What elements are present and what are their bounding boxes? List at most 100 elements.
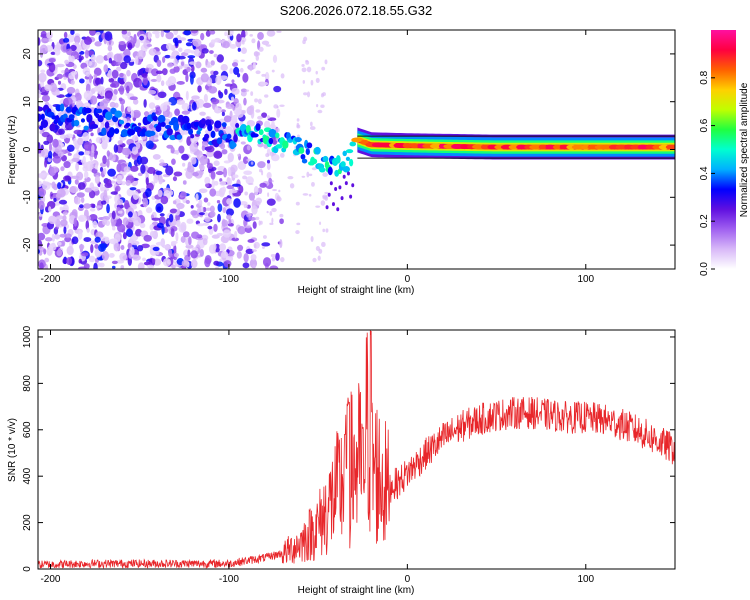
spectrogram-cell xyxy=(180,61,185,66)
spectrogram-cell xyxy=(73,119,80,127)
spectrogram-cell xyxy=(107,168,117,177)
spectrogram-cell xyxy=(226,133,232,140)
spectrogram-cell xyxy=(63,175,72,182)
spectrogram-cell xyxy=(219,178,223,183)
spectrogram-cell xyxy=(237,161,247,170)
spectrogram-cell xyxy=(90,244,94,254)
spectrogram-cell xyxy=(79,204,84,209)
spectrogram-cell xyxy=(181,110,190,115)
spectrogram-cell xyxy=(176,134,183,140)
spectrogram-cell xyxy=(181,259,189,267)
spectrogram-cell xyxy=(240,141,246,145)
spectrogram-cell xyxy=(207,225,213,230)
spectrogram-cell xyxy=(86,227,90,233)
spectrogram-cell xyxy=(104,31,113,41)
spectrogram-cell xyxy=(224,126,233,136)
spectrogram-cell xyxy=(255,216,260,221)
spectrogram-cell xyxy=(114,110,123,118)
spectrogram-cell xyxy=(54,234,61,240)
spectrogram-cell xyxy=(269,265,279,269)
spectrogram-cell xyxy=(121,181,126,186)
spectrogram-cell xyxy=(182,180,187,185)
spectrogram-cell xyxy=(88,73,93,84)
spectrogram-cell xyxy=(38,89,42,99)
spectrogram-cell xyxy=(351,183,355,188)
spectrogram-cell xyxy=(137,262,145,269)
spectrogram-cell xyxy=(66,48,73,56)
spectrogram-cell xyxy=(55,91,61,96)
spectrogram-cell xyxy=(315,77,320,83)
spectrogram-cell xyxy=(552,144,562,150)
spectrogram-cell xyxy=(351,137,364,143)
spectrogram-cell xyxy=(190,30,198,34)
spectrogram-cell xyxy=(205,207,212,211)
spectrogram-cell xyxy=(212,243,217,251)
spectrogram-cell xyxy=(181,102,190,111)
spectrogram-cell xyxy=(273,85,282,93)
spectrogram-cell xyxy=(162,244,171,249)
spectrogram-cell xyxy=(220,109,226,113)
spectrogram-cell xyxy=(93,262,98,269)
spectrogram-cell xyxy=(102,218,107,226)
spectrogram-cell xyxy=(217,213,221,223)
spectrogram-cell xyxy=(112,175,117,180)
spectrogram-cell xyxy=(308,193,312,197)
spectrogram-cell xyxy=(294,136,302,143)
spectrogram-cell xyxy=(145,67,150,73)
spectrogram-cell xyxy=(255,70,261,75)
spectrogram-cell xyxy=(151,258,156,264)
spectrogram-cell xyxy=(203,102,212,108)
spectrogram-cell xyxy=(199,248,204,257)
spectrogram-cell xyxy=(232,183,241,187)
spectrogram-cell xyxy=(276,196,282,202)
spectrogram-cell xyxy=(71,157,80,163)
spectrogram-cell xyxy=(48,206,52,213)
spectrogram-cell xyxy=(246,158,252,162)
spectrogram-cell xyxy=(113,88,118,96)
spectrogram-cell xyxy=(345,156,351,161)
spectrogram-cell xyxy=(246,212,252,218)
spectrogram-cell xyxy=(276,30,282,33)
spectrogram-cell xyxy=(320,200,326,206)
spectrogram-cell xyxy=(175,149,179,155)
spectrogram-cell xyxy=(139,35,145,41)
spectrogram-cell xyxy=(100,76,104,85)
spectrogram-cell xyxy=(187,249,191,257)
spectrogram-cell xyxy=(89,30,97,36)
spectrogram-cell xyxy=(232,174,239,179)
spectrogram-cell xyxy=(46,31,53,39)
spectrogram-cell xyxy=(93,86,101,92)
spectrogram-cell xyxy=(83,141,93,152)
spectrogram-cell xyxy=(205,145,215,153)
spectrogram-cell xyxy=(180,191,187,198)
spectrogram-cell xyxy=(142,197,149,208)
spectrogram-cell xyxy=(123,166,131,173)
spectrogram-cell xyxy=(159,159,165,164)
spectrogram-cell xyxy=(60,143,65,148)
spectrogram-cell xyxy=(235,122,240,129)
spectrogram-cell xyxy=(112,153,116,162)
x-tick-label: 0 xyxy=(405,274,411,285)
spectrogram-cell xyxy=(130,109,135,119)
spectrogram-cell xyxy=(349,141,357,147)
spectrogram-cell xyxy=(46,200,56,210)
spectrogram-cell xyxy=(204,257,211,268)
spectrogram-cell xyxy=(203,93,208,103)
spectrogram-cell xyxy=(262,235,267,239)
spectrogram-cell xyxy=(101,127,107,135)
spectrogram-cell xyxy=(182,162,186,167)
spectrogram-cell xyxy=(252,61,256,70)
spectrogram-cell xyxy=(158,174,163,185)
spectrogram-cell xyxy=(242,156,249,164)
spectrogram-cell xyxy=(222,207,227,214)
spectrogram-cell xyxy=(127,211,133,218)
spectrogram-cell xyxy=(221,219,229,227)
spectrogram-cell xyxy=(108,57,113,64)
spectrogram-cell xyxy=(88,190,96,199)
spectrogram-cell xyxy=(216,200,221,204)
snr-panel: -200 -100 0 100 0 200 400 600 800 1000 Height of… xyxy=(7,325,676,596)
spectrogram-cell xyxy=(242,110,246,114)
spectrogram-cell xyxy=(137,172,143,177)
spectrogram-cell xyxy=(201,48,209,54)
spectrogram-cell xyxy=(207,61,211,68)
